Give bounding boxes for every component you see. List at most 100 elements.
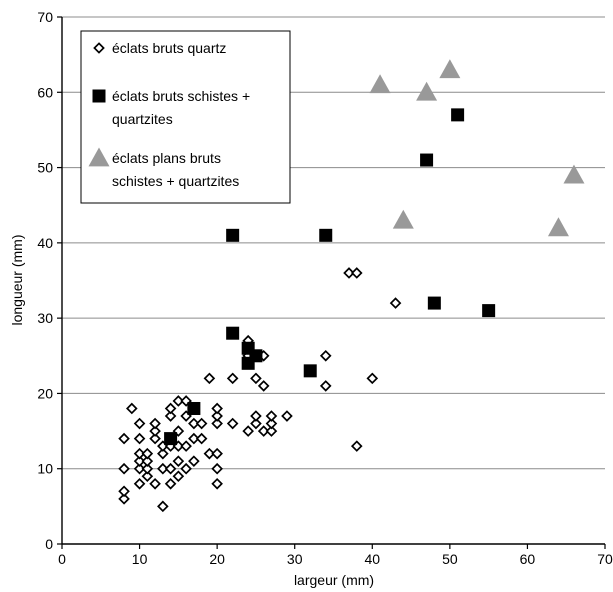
- x-axis-title: largeur (mm): [294, 572, 374, 588]
- quartz-point: [157, 447, 169, 460]
- quartz-point: [265, 410, 278, 422]
- quartz-point: [250, 410, 262, 422]
- plan-point: [392, 209, 414, 229]
- quartz-point: [164, 410, 177, 422]
- quartz-point: [164, 462, 177, 475]
- quartz-point: [226, 372, 239, 385]
- quartz-point: [226, 417, 239, 430]
- quartz-point: [180, 462, 192, 475]
- quartz-point: [157, 462, 169, 475]
- schiste-point: [451, 108, 465, 122]
- y-tick-label: 30: [37, 310, 53, 326]
- schiste-point: [249, 349, 263, 363]
- legend-label-3: éclats plans bruts: [112, 150, 221, 166]
- quartz-point: [265, 425, 278, 437]
- legend-marker-1: [93, 42, 105, 54]
- quartz-point: [265, 417, 278, 430]
- legend-label-2: éclats bruts schistes +: [112, 88, 250, 104]
- quartz-point: [118, 432, 130, 445]
- schiste-point: [482, 304, 496, 318]
- quartz-point: [149, 425, 161, 437]
- quartz-point: [211, 477, 223, 490]
- legend-box: [80, 30, 291, 204]
- quartz-point: [250, 417, 262, 430]
- quartz-point: [126, 402, 138, 415]
- quartz-point: [118, 493, 130, 505]
- schiste-point: [319, 228, 333, 242]
- quartz-point: [118, 462, 130, 475]
- x-tick-label: 60: [520, 551, 536, 567]
- schiste-point: [427, 296, 441, 310]
- quartz-point: [141, 447, 154, 460]
- legend-marker-3: [88, 147, 110, 167]
- quartz-point: [157, 500, 169, 513]
- data-points: [118, 59, 585, 513]
- x-tick-label: 50: [442, 551, 458, 567]
- quartz-point: [389, 297, 402, 309]
- y-tick-label: 10: [37, 461, 53, 477]
- quartz-point: [211, 410, 223, 422]
- legend-label-3: schistes + quartzites: [112, 173, 239, 189]
- y-tick-label: 20: [37, 385, 53, 401]
- x-tick-label: 20: [209, 551, 225, 567]
- plan-point: [563, 164, 585, 184]
- quartz-point: [188, 455, 200, 467]
- series-3: [369, 59, 585, 237]
- quartz-point: [211, 462, 223, 475]
- quartz-point: [350, 267, 363, 279]
- quartz-point: [350, 440, 363, 452]
- y-tick-label: 0: [45, 536, 53, 552]
- quartz-point: [172, 470, 185, 483]
- schiste-point: [226, 228, 240, 242]
- plan-point: [547, 217, 569, 237]
- quartz-point: [141, 470, 154, 483]
- quartz-point: [188, 432, 200, 445]
- schiste-point: [187, 401, 201, 415]
- quartz-point: [149, 432, 161, 445]
- quartz-point: [141, 455, 154, 467]
- quartz-point: [149, 477, 161, 490]
- quartz-point: [242, 425, 254, 437]
- legend-label-2: quartzites: [112, 111, 173, 127]
- quartz-point: [133, 447, 146, 460]
- legend: éclats bruts quartz éclats bruts schistes…: [80, 30, 291, 204]
- plan-point: [439, 59, 461, 79]
- legend-label-1: éclats bruts quartz: [112, 40, 226, 56]
- axes: [61, 17, 605, 545]
- plan-point: [369, 74, 391, 94]
- quartz-point: [141, 462, 154, 475]
- quartz-point: [257, 425, 270, 437]
- x-tick-label: 0: [58, 551, 66, 567]
- quartz-point: [281, 410, 293, 422]
- y-tick-labels: 0 10 20 30 40 50 60 70: [37, 9, 62, 552]
- quartz-point: [118, 485, 130, 498]
- quartz-point: [366, 372, 379, 385]
- y-tick-label: 60: [37, 84, 53, 100]
- quartz-point: [133, 432, 146, 445]
- quartz-point: [211, 402, 223, 415]
- x-tick-label: 70: [597, 551, 613, 567]
- quartz-point: [164, 402, 177, 415]
- schiste-point: [303, 364, 317, 378]
- quartz-point: [195, 417, 208, 430]
- x-tick-label: 40: [364, 551, 380, 567]
- quartz-point: [133, 417, 146, 430]
- quartz-point: [164, 477, 177, 490]
- x-tick-labels: 0 10 20 30 40 50 60 70: [58, 544, 613, 567]
- quartz-point: [149, 417, 161, 430]
- quartz-point: [211, 417, 223, 430]
- schiste-point: [420, 153, 434, 167]
- quartz-point: [203, 447, 216, 460]
- quartz-point: [257, 380, 270, 392]
- quartz-point: [172, 395, 185, 407]
- quartz-point: [172, 455, 185, 467]
- y-tick-label: 50: [37, 160, 53, 176]
- quartz-point: [133, 455, 146, 467]
- quartz-point: [343, 267, 355, 279]
- quartz-point: [180, 440, 192, 452]
- legend-marker-2: [92, 89, 106, 103]
- quartz-point: [203, 372, 216, 385]
- y-tick-label: 70: [37, 9, 53, 25]
- plan-point: [416, 81, 438, 101]
- quartz-point: [195, 432, 208, 445]
